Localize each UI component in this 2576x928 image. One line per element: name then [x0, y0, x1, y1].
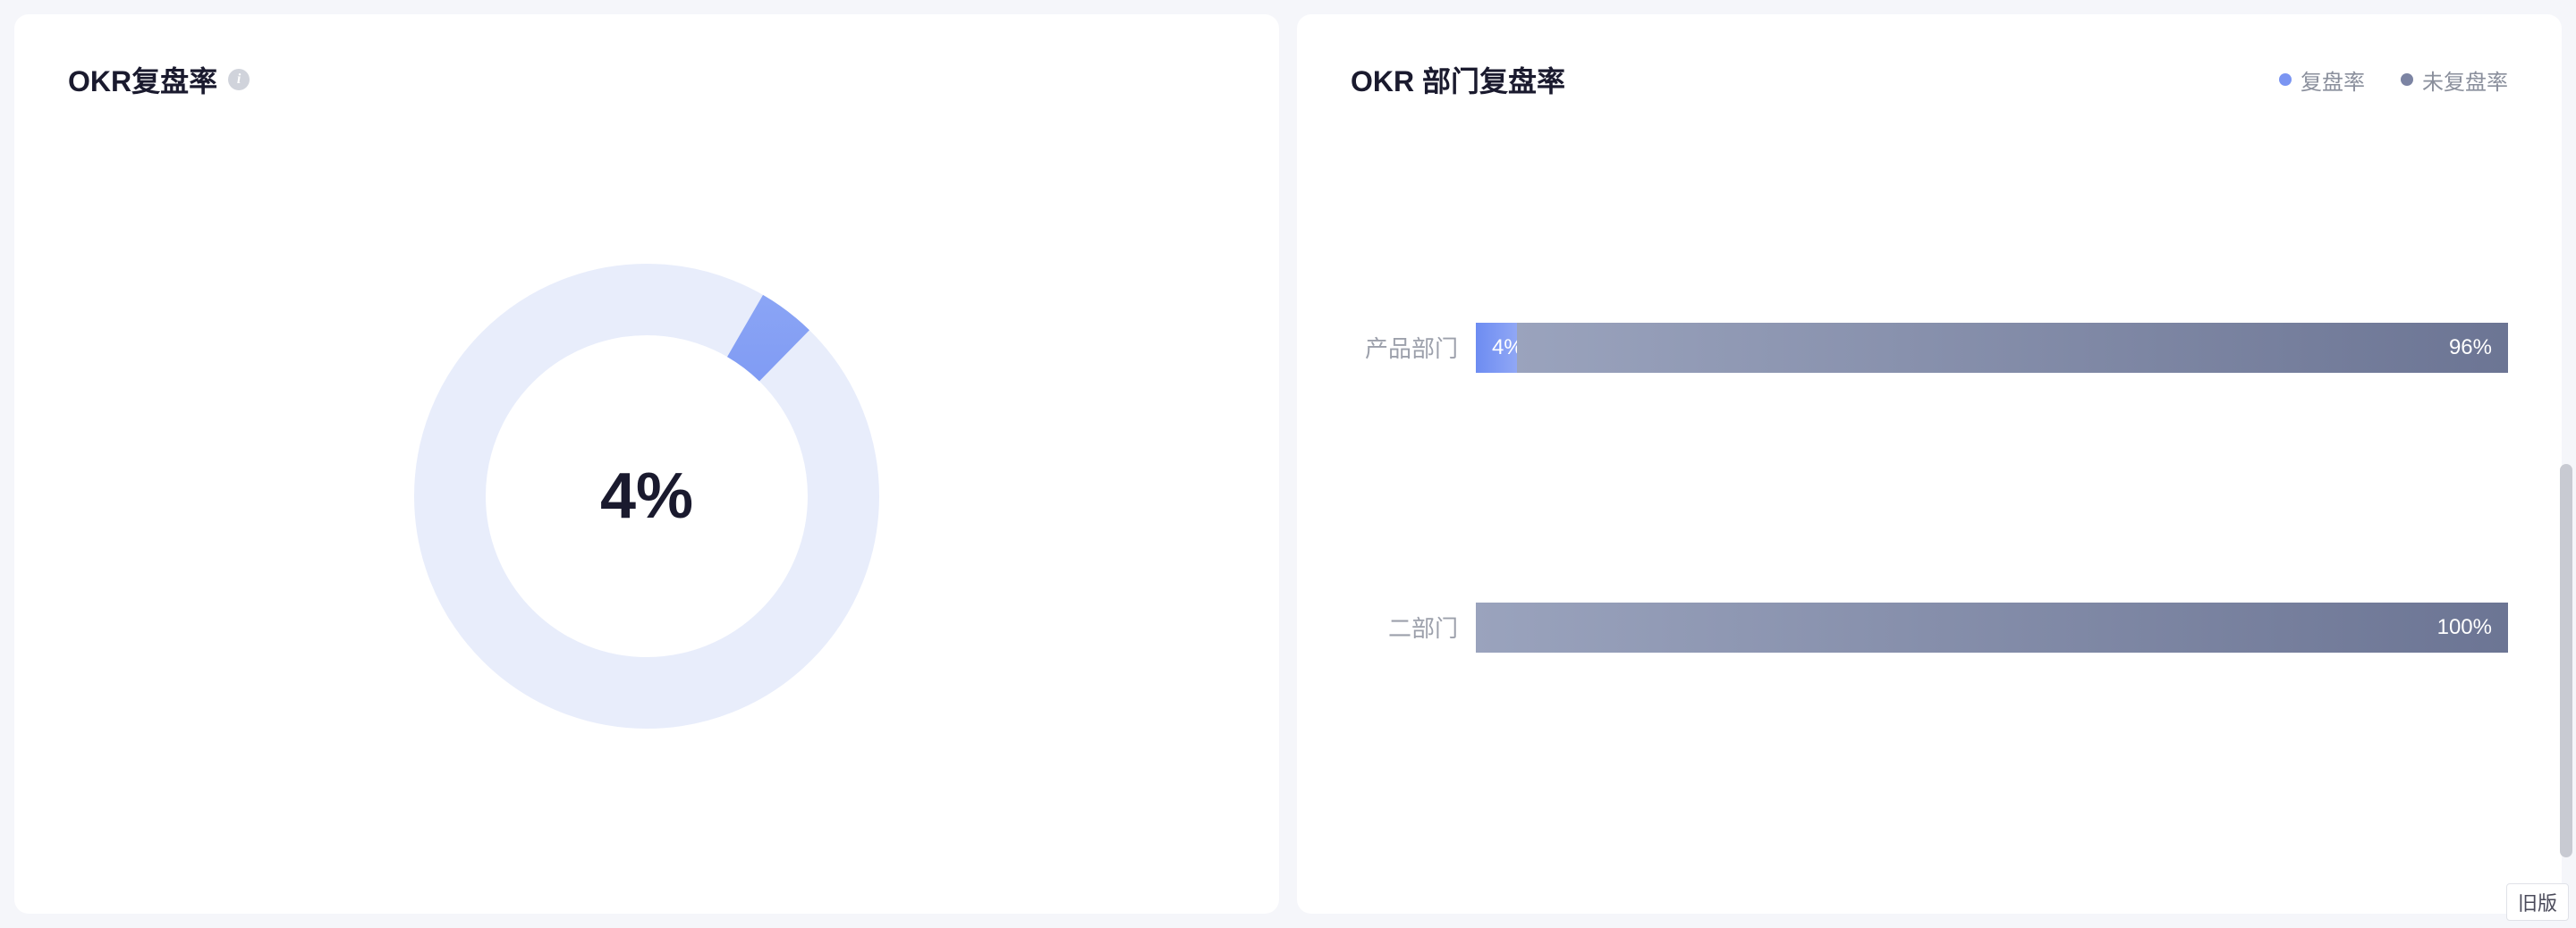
bar-category-label: 产品部门 [1351, 331, 1458, 364]
bar-segment-remaining[interactable]: 96% [1517, 323, 2508, 373]
donut-chart-container: 4% [68, 136, 1225, 856]
okr-dept-review-rate-card: OKR 部门复盘率 复盘率 未复盘率 产品部门 4% 96% 二部门 100% [1297, 14, 2562, 914]
legend-label: 复盘率 [2301, 64, 2365, 96]
chart-legend: 复盘率 未复盘率 [2279, 64, 2508, 96]
legend-item[interactable]: 复盘率 [2279, 64, 2365, 96]
card-title: OKR 部门复盘率 [1351, 59, 1565, 100]
card-title-wrap: OKR复盘率 i [68, 59, 250, 100]
bar-category-label: 二部门 [1351, 611, 1458, 644]
bar-track: 4% 96% [1476, 323, 2508, 373]
donut-center-value: 4% [600, 460, 693, 533]
legend-dot-icon [2279, 73, 2292, 86]
card-header: OKR 部门复盘率 复盘率 未复盘率 [1351, 59, 2508, 100]
bar-value-remaining: 100% [2421, 615, 2508, 640]
scrollbar-thumb[interactable] [2560, 464, 2572, 857]
donut-chart: 4% [414, 264, 879, 729]
legend-label: 未复盘率 [2422, 64, 2508, 96]
legend-item[interactable]: 未复盘率 [2401, 64, 2508, 96]
bar-track: 100% [1476, 603, 2508, 653]
bar-segment-completed[interactable]: 4% [1476, 323, 1517, 373]
card-title-wrap: OKR 部门复盘率 [1351, 59, 1565, 100]
bar-row: 产品部门 4% 96% [1351, 323, 2508, 373]
bar-row: 二部门 100% [1351, 603, 2508, 653]
card-header: OKR复盘率 i [68, 59, 1225, 100]
bar-chart-container: 产品部门 4% 96% 二部门 100% [1351, 136, 2508, 856]
version-badge[interactable]: 旧版 [2506, 883, 2569, 921]
card-title: OKR复盘率 [68, 59, 217, 100]
info-icon[interactable]: i [228, 69, 250, 90]
okr-review-rate-card: OKR复盘率 i 4% [14, 14, 1279, 914]
bar-segment-remaining[interactable]: 100% [1476, 603, 2508, 653]
legend-dot-icon [2401, 73, 2413, 86]
dashboard-container: OKR复盘率 i 4% [14, 14, 2562, 914]
bar-value-remaining: 96% [2433, 335, 2508, 360]
